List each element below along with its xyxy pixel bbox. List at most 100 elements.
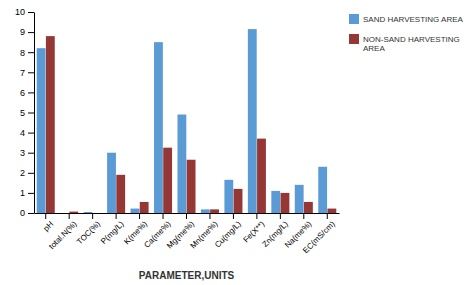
bar — [201, 209, 210, 213]
tick-mark — [139, 213, 140, 219]
tick-mark — [28, 52, 34, 53]
tick: 1 — [20, 188, 34, 198]
tick-mark — [69, 213, 70, 219]
bar — [281, 193, 290, 213]
tick-mark — [92, 213, 93, 219]
x-axis-title: PARAMETER,UNITS — [139, 270, 235, 281]
tick-label: 4 — [20, 128, 25, 138]
plot: 0 1 2 3 4 5 6 7 8 9 10 pHtotal.N(%)TOC(%)P(mg/L)K(m… — [15, 7, 340, 255]
tick-label: 5 — [20, 108, 25, 118]
legend-swatch — [349, 34, 359, 44]
tick-label: 3 — [20, 148, 25, 158]
legend-item: SAND HARVESTING AREA — [349, 14, 464, 24]
tick: P(mg/L) — [99, 213, 126, 246]
tick-mark — [327, 213, 328, 219]
tick-mark — [28, 213, 34, 214]
bar — [154, 42, 163, 213]
bars — [37, 29, 337, 213]
bar — [187, 160, 196, 213]
tick: 8 — [20, 48, 34, 58]
tick-mark — [28, 193, 34, 194]
legend-item: NON-SAND HARVESTINGAREA — [349, 34, 460, 53]
tick-label: total.N(%) — [47, 219, 79, 251]
bar — [116, 175, 125, 213]
tick-label: 10 — [15, 7, 25, 17]
bar — [257, 139, 266, 213]
tick-label: EC(mS/cm) — [301, 219, 337, 255]
tick-label: 7 — [20, 68, 25, 78]
tick-mark — [256, 213, 257, 219]
tick-mark — [186, 213, 187, 219]
tick-label: TOC(%) — [75, 219, 102, 246]
bar — [210, 209, 219, 213]
tick-label: 6 — [20, 88, 25, 98]
tick-label: P(mg/L) — [99, 219, 126, 246]
tick-mark — [28, 153, 34, 154]
tick-label: 2 — [20, 168, 25, 178]
tick-label: 9 — [20, 27, 25, 37]
tick-label: 0 — [20, 208, 25, 218]
bar — [37, 48, 46, 213]
tick: Cu(mg/L) — [213, 213, 243, 249]
tick: 9 — [20, 27, 34, 37]
tick: 5 — [20, 108, 34, 118]
bar — [84, 212, 93, 213]
bar — [327, 209, 336, 213]
legend-label: SAND HARVESTING AREA — [363, 15, 464, 24]
tick: 10 — [15, 7, 34, 17]
legend: SAND HARVESTING AREA NON-SAND HARVESTINGA… — [349, 14, 464, 53]
tick-mark — [116, 213, 117, 219]
tick-mark — [28, 32, 34, 33]
axis-line — [34, 13, 35, 214]
legend-label: NON-SAND HARVESTINGAREA — [363, 35, 460, 53]
tick-mark — [163, 213, 164, 219]
tick-mark — [28, 133, 34, 134]
tick: TOC(%) — [75, 213, 102, 247]
tick: 4 — [20, 128, 34, 138]
bar — [295, 185, 304, 213]
tick-mark — [28, 113, 34, 114]
bar — [271, 191, 280, 213]
legend-swatch — [349, 14, 359, 24]
tick-label: pH — [42, 219, 56, 233]
tick-label: Cu(mg/L) — [213, 219, 243, 249]
bar-series — [46, 36, 336, 213]
bar — [224, 180, 233, 213]
tick-mark — [303, 213, 304, 219]
y-axis: 0 1 2 3 4 5 6 7 8 9 10 — [15, 7, 35, 218]
chart: 0 1 2 3 4 5 6 7 8 9 10 pHtotal.N(%)TOC(%)P(mg/L)K(m… — [0, 0, 474, 285]
tick: 6 — [20, 88, 34, 98]
bar — [93, 213, 102, 214]
tick-mark — [28, 12, 34, 13]
bar — [107, 153, 116, 213]
tick: 0 — [20, 208, 34, 218]
bar — [234, 189, 243, 213]
tick-label: 8 — [20, 48, 25, 58]
tick-mark — [28, 92, 34, 93]
bar — [177, 115, 186, 213]
bar — [318, 167, 327, 213]
tick-mark — [280, 213, 281, 219]
bar — [131, 209, 140, 213]
bar — [140, 202, 149, 213]
tick-mark — [28, 72, 34, 73]
tick-mark — [233, 213, 234, 219]
tick-mark — [209, 213, 210, 219]
bar — [69, 212, 78, 213]
bar — [248, 29, 257, 213]
bar — [46, 36, 55, 213]
tick: 3 — [20, 148, 34, 158]
x-axis: pHtotal.N(%)TOC(%)P(mg/L)K(me%)Ca(me%)Mg… — [35, 213, 340, 255]
tick: pH — [42, 213, 56, 233]
tick: 7 — [20, 68, 34, 78]
tick: total.N(%) — [47, 213, 79, 251]
bar — [304, 202, 313, 213]
bar — [60, 213, 69, 214]
tick-mark — [28, 173, 34, 174]
bar-series — [37, 29, 327, 213]
tick: EC(mS/cm) — [301, 213, 337, 255]
tick-label: 1 — [20, 188, 25, 198]
bar — [163, 148, 172, 213]
tick: 2 — [20, 168, 34, 178]
tick-mark — [45, 213, 46, 219]
